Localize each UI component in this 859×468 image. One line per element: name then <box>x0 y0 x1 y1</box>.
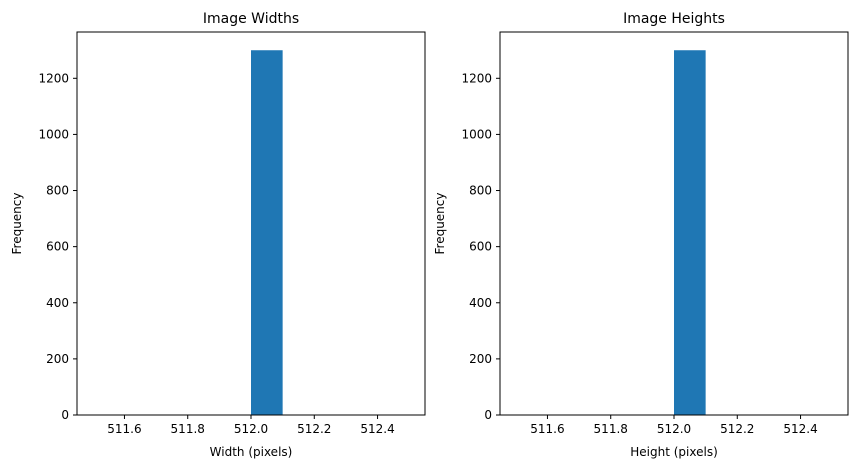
width-histogram-y-tick-label: 1000 <box>38 127 69 141</box>
height-histogram-y-tick-label: 1200 <box>461 71 492 85</box>
width-histogram-y-tick-label: 0 <box>61 408 69 422</box>
width-histogram-title: Image Widths <box>203 11 299 27</box>
height-histogram-y-tick-label: 600 <box>469 240 492 254</box>
height-histogram-y-ticks: 0 200 400 600 800 1000 1200 <box>461 71 500 422</box>
width-histogram-x-tick-label: 512.0 <box>234 422 268 436</box>
height-histogram-x-tick-label: 512.4 <box>783 422 817 436</box>
width-histogram-x-axis-label: Width (pixels) <box>210 445 293 459</box>
width-histogram-x-tick-label: 511.6 <box>107 422 141 436</box>
width-histogram-y-ticks: 0 200 400 600 800 1000 1200 <box>38 71 77 422</box>
height-histogram-axes-frame <box>499 31 849 416</box>
width-histogram-axes-frame <box>76 31 426 416</box>
width-histogram-y-axis-label: Frequency <box>10 193 24 255</box>
height-histogram-x-axis-label: Height (pixels) <box>630 445 718 459</box>
height-histogram-panel: Image Heights 511.6 511.8 512.0 512.2 512.4 … <box>433 11 849 459</box>
height-histogram-y-tick-label: 1000 <box>461 127 492 141</box>
width-histogram-bars <box>251 50 283 415</box>
width-histogram-panel: Image Widths 511.6 511.8 512.0 512.2 512.4 0… <box>10 11 426 459</box>
height-histogram-title: Image Heights <box>623 11 725 27</box>
height-histogram-x-tick-label: 511.6 <box>530 422 564 436</box>
height-histogram-bars <box>674 50 706 415</box>
height-histogram-y-axis-label: Frequency <box>433 193 447 255</box>
width-histogram-y-tick-label: 800 <box>46 184 69 198</box>
width-histogram-bar-0 <box>251 50 283 415</box>
height-histogram-y-tick-label: 400 <box>469 296 492 310</box>
height-histogram-x-tick-label: 512.2 <box>720 422 754 436</box>
height-histogram-y-tick-label: 200 <box>469 352 492 366</box>
height-histogram-y-tick-label: 0 <box>484 408 492 422</box>
height-histogram-x-tick-label: 512.0 <box>657 422 691 436</box>
height-histogram-y-tick-label: 800 <box>469 184 492 198</box>
height-histogram-bar-0 <box>674 50 706 415</box>
height-histogram-x-ticks: 511.6 511.8 512.0 512.2 512.4 <box>530 415 818 436</box>
width-histogram-y-tick-label: 200 <box>46 352 69 366</box>
width-histogram-y-tick-label: 400 <box>46 296 69 310</box>
width-histogram-x-tick-label: 511.8 <box>171 422 205 436</box>
width-histogram-x-ticks: 511.6 511.8 512.0 512.2 512.4 <box>107 415 395 436</box>
width-histogram-y-tick-label: 600 <box>46 240 69 254</box>
width-histogram-x-tick-label: 512.2 <box>297 422 331 436</box>
width-histogram-y-tick-label: 1200 <box>38 71 69 85</box>
width-histogram-x-tick-label: 512.4 <box>360 422 394 436</box>
height-histogram-x-tick-label: 511.8 <box>594 422 628 436</box>
